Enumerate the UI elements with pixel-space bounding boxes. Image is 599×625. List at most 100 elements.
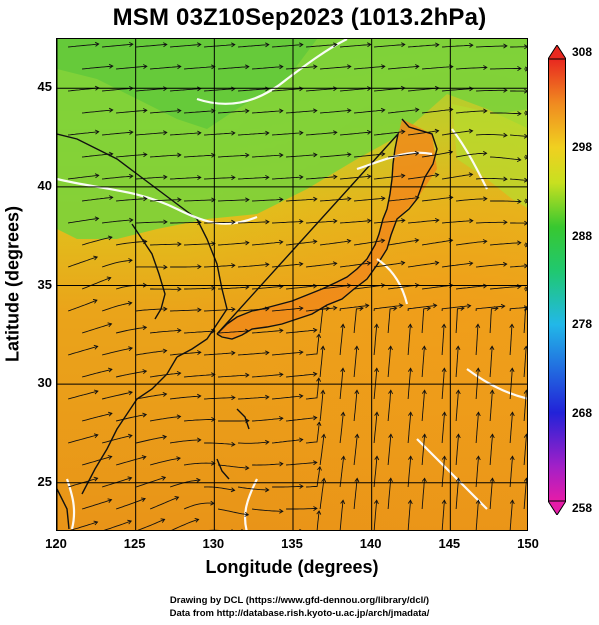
streamline bbox=[67, 390, 99, 400]
streamline-arrow bbox=[196, 477, 201, 483]
streamline-arrow bbox=[231, 395, 236, 401]
streamline bbox=[81, 412, 113, 422]
streamline bbox=[387, 478, 392, 510]
streamline-arrow bbox=[197, 220, 202, 225]
streamline-arrow bbox=[231, 441, 236, 447]
streamline-arrow bbox=[160, 518, 166, 523]
streamline bbox=[218, 330, 249, 334]
streamline bbox=[67, 345, 98, 356]
streamline bbox=[373, 456, 378, 488]
streamline bbox=[340, 220, 371, 224]
streamline-arrow bbox=[196, 437, 202, 443]
streamline-arrow bbox=[469, 218, 474, 224]
streamline bbox=[353, 307, 364, 334]
y-tick-label: 25 bbox=[37, 473, 52, 489]
x-tick-label: 140 bbox=[359, 536, 382, 551]
streamline bbox=[252, 417, 283, 422]
streamline bbox=[319, 390, 324, 422]
streamline-arrow bbox=[142, 196, 148, 202]
streamline bbox=[475, 324, 479, 356]
streamline bbox=[137, 518, 165, 530]
streamline bbox=[204, 88, 235, 92]
y-tick-label: 45 bbox=[37, 79, 52, 95]
streamline-arrow bbox=[312, 415, 318, 421]
streamline bbox=[115, 326, 147, 334]
streamline bbox=[218, 286, 249, 290]
streamline-arrow bbox=[502, 261, 508, 267]
streamline-arrow bbox=[278, 239, 284, 245]
streamline bbox=[150, 199, 181, 202]
streamline bbox=[319, 478, 325, 510]
streamline bbox=[455, 346, 459, 378]
streamline bbox=[170, 88, 201, 92]
streamline bbox=[523, 346, 527, 378]
streamline bbox=[171, 518, 199, 530]
streamline bbox=[319, 346, 324, 378]
streamline-arrow bbox=[468, 172, 474, 178]
streamline-arrow bbox=[142, 64, 148, 69]
streamline bbox=[456, 110, 487, 114]
streamline bbox=[490, 242, 521, 246]
streamline-arrow bbox=[298, 305, 304, 311]
streamline-arrow bbox=[141, 497, 146, 502]
streamline bbox=[489, 434, 493, 466]
streamline bbox=[116, 240, 147, 246]
streamline-arrow bbox=[441, 323, 447, 329]
streamline bbox=[252, 373, 283, 378]
streamline bbox=[442, 173, 473, 180]
streamline-arrow bbox=[475, 367, 481, 373]
streamline-arrow bbox=[176, 328, 182, 333]
streamline-arrow bbox=[340, 499, 346, 505]
streamline-arrow bbox=[434, 172, 440, 178]
streamline-arrow bbox=[264, 487, 270, 493]
streamline-arrow bbox=[468, 128, 474, 134]
streamline-arrow bbox=[298, 437, 304, 443]
streamline bbox=[102, 43, 133, 48]
streamline bbox=[81, 277, 111, 290]
streamline bbox=[340, 131, 371, 136]
streamline-arrow bbox=[244, 328, 250, 334]
streamline-arrow bbox=[279, 152, 284, 158]
colorbar-tick-label: 258 bbox=[572, 501, 593, 515]
streamline-arrow bbox=[279, 372, 284, 378]
streamline bbox=[136, 176, 167, 180]
streamline bbox=[476, 134, 507, 136]
streamline bbox=[286, 507, 317, 510]
streamline bbox=[354, 109, 385, 114]
streamline bbox=[218, 464, 249, 469]
streamline bbox=[320, 65, 351, 70]
streamline-arrow bbox=[509, 411, 515, 417]
streamline-arrow bbox=[278, 416, 284, 421]
streamline-arrow bbox=[380, 107, 386, 113]
streamline-arrow bbox=[374, 323, 379, 329]
streamline-arrow bbox=[432, 303, 438, 309]
streamline bbox=[340, 44, 371, 48]
streamline-arrow bbox=[414, 150, 420, 156]
streamline-arrow bbox=[524, 242, 527, 248]
streamline bbox=[101, 347, 133, 356]
streamline-arrow bbox=[142, 239, 148, 245]
streamline-arrow bbox=[523, 433, 527, 438]
streamline bbox=[115, 370, 147, 378]
streamline bbox=[319, 307, 330, 334]
streamline-arrow bbox=[142, 325, 148, 331]
streamline-arrow bbox=[176, 370, 182, 376]
streamline bbox=[116, 65, 147, 70]
streamline bbox=[272, 132, 303, 136]
streamline-arrow bbox=[245, 418, 250, 424]
streamline bbox=[238, 352, 269, 356]
streamline-arrow bbox=[142, 369, 148, 375]
streamline bbox=[252, 508, 283, 512]
x-tick-label: 130 bbox=[202, 536, 225, 551]
streamline-arrow bbox=[421, 477, 427, 483]
streamline bbox=[422, 196, 453, 202]
streamline bbox=[252, 463, 283, 466]
streamline bbox=[489, 478, 493, 510]
streamline-arrow bbox=[374, 455, 380, 461]
streamline bbox=[340, 175, 371, 180]
streamline-arrow bbox=[340, 323, 346, 329]
streamline bbox=[373, 304, 403, 312]
streamline-arrow bbox=[316, 421, 322, 426]
streamline bbox=[116, 153, 147, 158]
streamline bbox=[82, 196, 113, 202]
